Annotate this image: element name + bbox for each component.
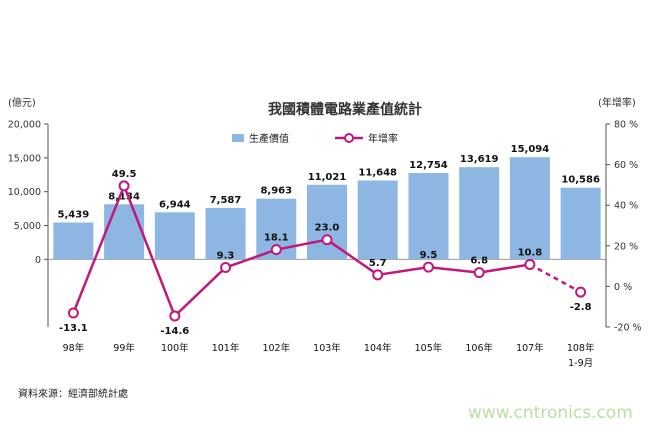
bar-value-label: 7,587 bbox=[210, 195, 242, 206]
left-axis-unit: (億元) bbox=[8, 96, 36, 109]
category-label: 99年 bbox=[113, 342, 135, 354]
right-axis-tick-label: 80 % bbox=[614, 120, 638, 131]
category-label: 104年 bbox=[364, 342, 392, 354]
source-note: 資料來源：經濟部統計處 bbox=[18, 387, 128, 400]
growth-value-label: 49.5 bbox=[112, 169, 137, 180]
right-axis-tick-label: 0 % bbox=[614, 282, 632, 293]
growth-value-label: -14.6 bbox=[160, 326, 189, 337]
bar bbox=[205, 207, 246, 260]
growth-point bbox=[270, 244, 282, 256]
legend: 生產價值 年增率 bbox=[232, 132, 398, 145]
growth-value-label: -2.8 bbox=[570, 302, 592, 313]
bar-value-label: 8,134 bbox=[108, 191, 140, 202]
right-axis-tick-label: -20 % bbox=[614, 323, 642, 334]
growth-point bbox=[372, 269, 384, 281]
right-axis-tick-label: 20 % bbox=[614, 241, 638, 252]
left-axis-tick-label: 15,000 bbox=[8, 153, 41, 164]
bar-value-label: 5,439 bbox=[58, 210, 90, 221]
growth-point bbox=[524, 258, 536, 270]
bar bbox=[53, 222, 94, 260]
bar bbox=[154, 212, 195, 260]
bar-series: 5,439 8,134 6,944 7,587 8,963 11,021 11,648 12,… bbox=[53, 144, 601, 260]
growth-value-label: 23.0 bbox=[315, 223, 340, 234]
growth-point bbox=[118, 180, 130, 192]
category-label: 107年 bbox=[516, 342, 544, 354]
category-label: 102年 bbox=[262, 342, 290, 354]
growth-value-label: 9.3 bbox=[217, 251, 235, 262]
growth-point bbox=[575, 286, 587, 298]
bar bbox=[560, 187, 601, 260]
bar bbox=[509, 157, 550, 260]
growth-line-dashed-segment bbox=[529, 263, 582, 294]
line-series: -13.1 49.5 -14.6 9.3 18.1 23.0 5.7 9.5 6.8 10.8 -2… bbox=[59, 169, 592, 337]
bar bbox=[357, 180, 398, 260]
right-axis-unit: (年增率) bbox=[598, 96, 636, 109]
legend-bar-label: 生產價值 bbox=[249, 132, 289, 145]
bar-value-label: 12,754 bbox=[409, 160, 448, 171]
bar bbox=[307, 184, 347, 260]
watermark: www.cntronics.com bbox=[468, 403, 633, 423]
legend-line-marker bbox=[344, 133, 354, 143]
growth-value-label: 5.7 bbox=[369, 258, 387, 269]
left-axis-tick-label: 5,000 bbox=[14, 221, 41, 232]
growth-line bbox=[72, 182, 531, 319]
growth-point bbox=[473, 267, 485, 279]
growth-point bbox=[169, 310, 181, 322]
category-label: 106年 bbox=[465, 342, 493, 354]
growth-point bbox=[67, 307, 79, 319]
bar-value-label: 10,586 bbox=[561, 175, 600, 186]
bar bbox=[104, 204, 145, 260]
right-axis-tick-label: 40 % bbox=[614, 201, 638, 212]
category-sublabel: 1-9月 bbox=[568, 358, 593, 369]
category-label: 98年 bbox=[63, 342, 85, 354]
left-axis-tick-label: 20,000 bbox=[8, 120, 41, 131]
growth-point bbox=[422, 261, 434, 273]
bar-value-label: 8,963 bbox=[260, 186, 292, 197]
bar bbox=[459, 167, 500, 260]
bar-value-label: 11,021 bbox=[308, 172, 347, 183]
category-axis: 98年 99年 100年 101年 102年 103年 104年 105年 106年 107年 10… bbox=[63, 342, 595, 369]
growth-value-label: 10.8 bbox=[518, 247, 543, 258]
bar-value-label: 15,094 bbox=[511, 144, 550, 155]
category-label: 101年 bbox=[212, 342, 240, 354]
category-label: 103年 bbox=[313, 342, 341, 354]
category-label: 108年 bbox=[567, 342, 595, 354]
left-axis-tick-label: 10,000 bbox=[8, 187, 41, 198]
bar-value-label: 11,648 bbox=[358, 168, 397, 179]
growth-value-label: 18.1 bbox=[264, 233, 289, 244]
left-axis-tick-label: 0 bbox=[35, 255, 41, 266]
growth-point bbox=[321, 234, 333, 246]
right-axis: -20 % 0 % 20 % 40 % 60 % 80 % bbox=[605, 120, 642, 334]
bar-value-label: 13,619 bbox=[460, 154, 499, 165]
growth-value-label: -13.1 bbox=[59, 323, 88, 334]
growth-point bbox=[220, 262, 232, 274]
growth-value-label: 6.8 bbox=[470, 256, 488, 267]
growth-value-label: 9.5 bbox=[420, 250, 438, 261]
bar-value-label: 6,944 bbox=[159, 199, 191, 210]
right-axis-tick-label: 60 % bbox=[614, 160, 638, 171]
category-label: 100年 bbox=[161, 342, 189, 354]
chart-title: 我國積體電路業產值統計 bbox=[268, 101, 422, 118]
legend-line-label: 年增率 bbox=[368, 132, 398, 145]
category-label: 105年 bbox=[415, 342, 443, 354]
legend-bar-swatch bbox=[232, 134, 244, 142]
bar bbox=[408, 173, 449, 260]
